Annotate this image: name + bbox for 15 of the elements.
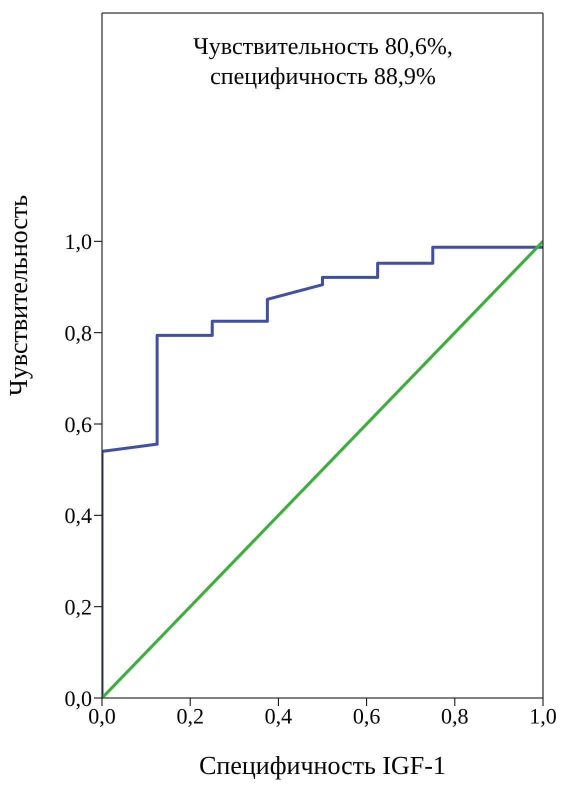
y-axis-title: Чувствительность — [4, 194, 34, 396]
y-tick-label: 0,2 — [64, 594, 92, 620]
x-axis-title: Специфичность IGF-1 — [199, 751, 446, 780]
x-tick-label: 1,0 — [529, 704, 557, 729]
annotation: Чувствительность 80,6%, — [192, 33, 454, 62]
x-tick-label: 0,8 — [441, 704, 469, 729]
y-tick-label: 0,6 — [64, 412, 92, 437]
y-tick-label: 0,0 — [64, 686, 92, 711]
y-tick-label: 0,4 — [64, 503, 92, 528]
x-tick-label: 0,4 — [264, 704, 292, 729]
x-tick-label: 0,6 — [352, 704, 380, 729]
y-tick-label: 1,0 — [64, 229, 92, 254]
annotation: специфичность 88,9% — [209, 63, 437, 92]
y-tick-label: 0,8 — [64, 320, 92, 346]
x-tick-label: 0,2 — [176, 704, 204, 729]
